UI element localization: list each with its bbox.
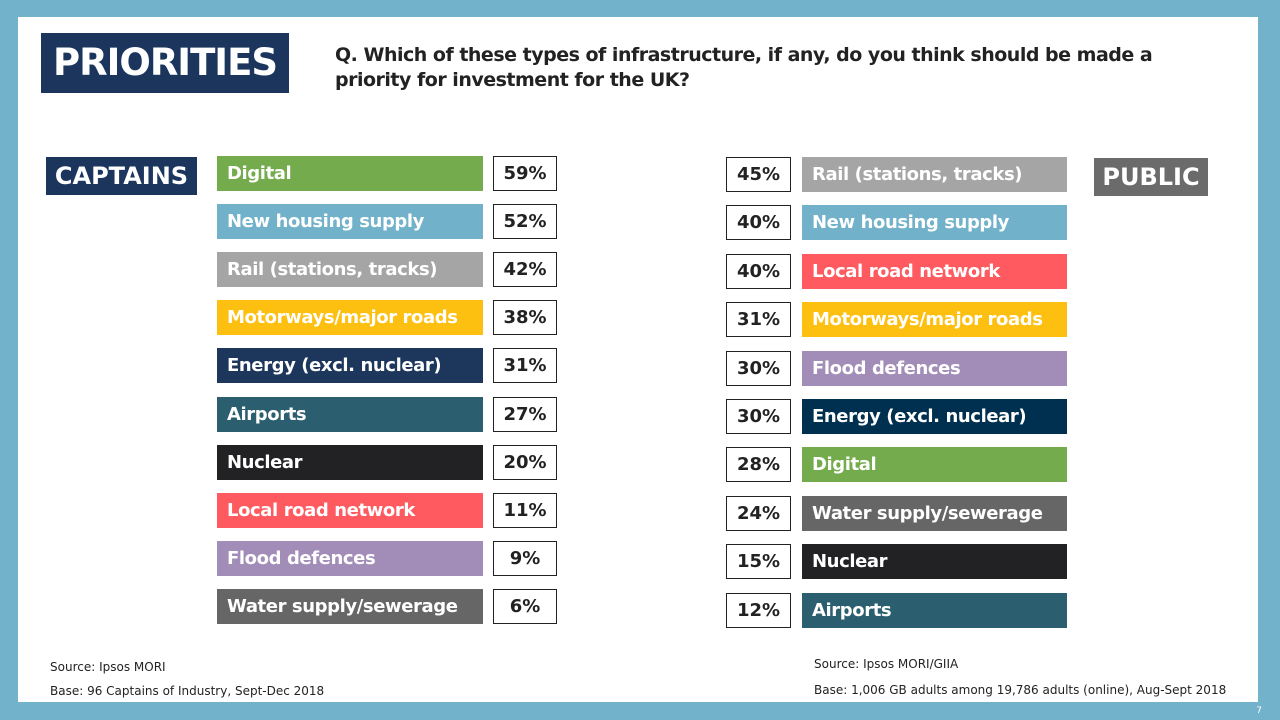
captains-row-label: Local road network <box>217 493 483 528</box>
captains-row-label: New housing supply <box>217 204 483 239</box>
public-row-value: 40% <box>726 254 791 289</box>
public-source: Source: Ipsos MORI/GIIA <box>814 657 959 671</box>
public-base: Base: 1,006 GB adults among 19,786 adult… <box>814 683 1227 697</box>
captains-row-label: Flood defences <box>217 541 483 576</box>
public-row-label: Energy (excl. nuclear) <box>802 399 1067 434</box>
captains-row-value: 42% <box>493 252 557 287</box>
captains-row-label: Energy (excl. nuclear) <box>217 348 483 383</box>
survey-question: Q. Which of these types of infrastructur… <box>335 44 1153 91</box>
public-row-label: Flood defences <box>802 351 1067 386</box>
public-row-value: 30% <box>726 351 791 386</box>
public-row-label: Airports <box>802 593 1067 628</box>
captains-row-value: 6% <box>493 589 557 624</box>
page-number: 7 <box>1256 706 1262 716</box>
captains-row-value: 31% <box>493 348 557 383</box>
captains-row-value: 52% <box>493 204 557 239</box>
captains-base: Base: 96 Captains of Industry, Sept-Dec … <box>50 684 325 698</box>
public-row-label: Local road network <box>802 254 1067 289</box>
captains-row-label: Rail (stations, tracks) <box>217 252 483 287</box>
public-label: PUBLIC <box>1094 158 1208 196</box>
public-row-label: Rail (stations, tracks) <box>802 157 1067 192</box>
public-row-label: New housing supply <box>802 205 1067 240</box>
public-row-label: Motorways/major roads <box>802 302 1067 337</box>
public-row-label: Digital <box>802 447 1067 482</box>
public-row-value: 12% <box>726 593 791 628</box>
captains-row-value: 20% <box>493 445 557 480</box>
captains-row-label: Motorways/major roads <box>217 300 483 335</box>
captains-label: CAPTAINS <box>46 157 197 195</box>
captains-row-value: 27% <box>493 397 557 432</box>
captains-row-label: Nuclear <box>217 445 483 480</box>
captains-row-value: 9% <box>493 541 557 576</box>
captains-source: Source: Ipsos MORI <box>50 660 166 674</box>
page-title: PRIORITIES <box>41 33 289 93</box>
captains-row-value: 11% <box>493 493 557 528</box>
captains-row-label: Digital <box>217 156 483 191</box>
captains-row-label: Airports <box>217 397 483 432</box>
public-row-value: 45% <box>726 157 791 192</box>
public-row-value: 24% <box>726 496 791 531</box>
captains-row-value: 38% <box>493 300 557 335</box>
public-row-value: 28% <box>726 447 791 482</box>
captains-row-label: Water supply/sewerage <box>217 589 483 624</box>
public-row-label: Nuclear <box>802 544 1067 579</box>
captains-row-value: 59% <box>493 156 557 191</box>
public-row-value: 31% <box>726 302 791 337</box>
public-row-value: 40% <box>726 205 791 240</box>
public-row-value: 30% <box>726 399 791 434</box>
public-row-label: Water supply/sewerage <box>802 496 1067 531</box>
slide-panel <box>18 17 1258 702</box>
public-row-value: 15% <box>726 544 791 579</box>
